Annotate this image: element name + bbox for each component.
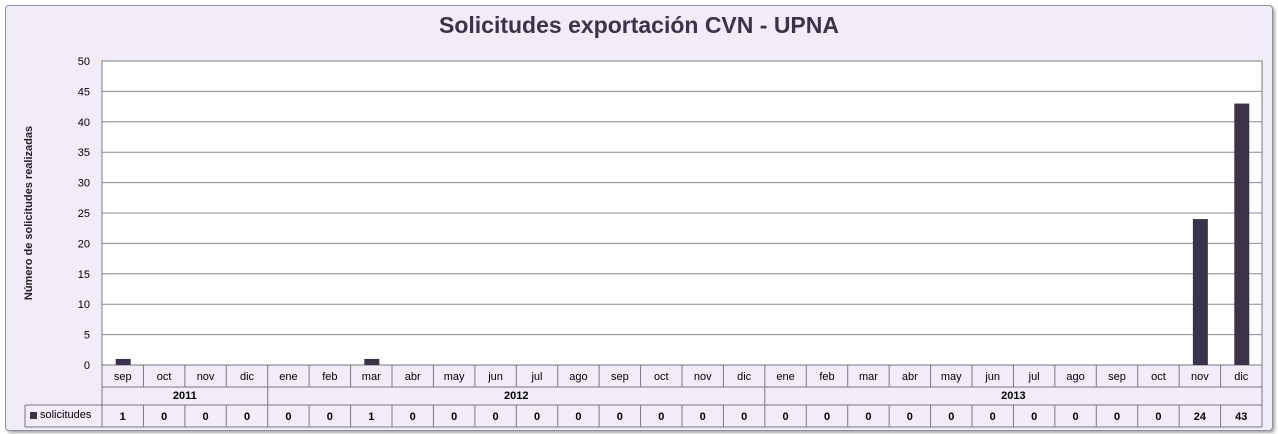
- data-table-value: 0: [865, 411, 871, 423]
- data-table-value: 0: [658, 411, 664, 423]
- data-table-value: 0: [824, 411, 830, 423]
- year-label: 2011: [173, 390, 197, 402]
- x-tick-label: sep: [1108, 371, 1126, 383]
- y-tick-label: 35: [78, 147, 90, 159]
- x-tick-label: dic: [240, 371, 255, 383]
- data-table-value: 0: [741, 411, 747, 423]
- y-tick-label: 20: [78, 238, 90, 250]
- x-tick-label: abr: [405, 371, 421, 383]
- data-table-value: 0: [907, 411, 913, 423]
- x-tick-label: ago: [1066, 371, 1084, 383]
- y-tick-label: 10: [78, 299, 90, 311]
- x-tick-label: may: [444, 371, 465, 383]
- data-table-value: 0: [948, 411, 954, 423]
- x-tick-label: nov: [197, 371, 215, 383]
- x-tick-label: oct: [1151, 371, 1166, 383]
- chart-title: Solicitudes exportación CVN - UPNA: [438, 12, 839, 38]
- x-tick-label: oct: [654, 371, 669, 383]
- y-tick-label: 15: [78, 269, 90, 281]
- x-tick-label: nov: [694, 371, 712, 383]
- data-table-value: 0: [285, 411, 291, 423]
- x-tick-label: ago: [569, 371, 587, 383]
- data-table-value: 0: [575, 411, 581, 423]
- x-tick-label: mar: [859, 371, 878, 383]
- data-table-value: 0: [534, 411, 540, 423]
- data-table-value: 0: [1073, 411, 1079, 423]
- x-tick-label: jul: [1028, 371, 1040, 383]
- bar: [1234, 103, 1250, 365]
- data-table-value: 1: [368, 411, 374, 423]
- x-tick-label: jun: [487, 371, 503, 383]
- data-table-value: 0: [493, 411, 499, 423]
- data-table-value: 0: [700, 411, 706, 423]
- data-table-value: 24: [1194, 411, 1207, 423]
- x-tick-label: dic: [1234, 371, 1249, 383]
- data-table-value: 1: [120, 411, 126, 423]
- data-table-value: 0: [990, 411, 996, 423]
- data-table-value: 0: [244, 411, 250, 423]
- x-tick-label: oct: [157, 371, 172, 383]
- bar: [115, 358, 131, 365]
- data-table-value: 0: [1031, 411, 1037, 423]
- y-tick-label: 40: [78, 117, 90, 129]
- year-label: 2012: [504, 390, 528, 402]
- data-table-value: 0: [617, 411, 623, 423]
- x-tick-label: sep: [611, 371, 629, 383]
- data-table-value: 0: [410, 411, 416, 423]
- y-tick-label: 30: [78, 178, 90, 190]
- x-tick-label: feb: [819, 371, 834, 383]
- data-table-value: 0: [783, 411, 789, 423]
- data-table-value: 0: [161, 411, 167, 423]
- y-tick-label: 45: [78, 86, 90, 98]
- data-table-value: 0: [451, 411, 457, 423]
- x-tick-label: jun: [984, 371, 1000, 383]
- bar: [364, 358, 380, 365]
- x-tick-label: dic: [737, 371, 752, 383]
- x-tick-label: sep: [114, 371, 132, 383]
- x-tick-label: jul: [530, 371, 542, 383]
- data-table-value: 0: [1155, 411, 1161, 423]
- legend-key-solicitudes: [30, 412, 37, 419]
- y-tick-label: 25: [78, 208, 90, 220]
- y-tick-label: 5: [84, 330, 90, 342]
- year-label: 2013: [1001, 390, 1025, 402]
- y-tick-label: 50: [78, 56, 90, 68]
- data-table-value: 0: [327, 411, 333, 423]
- data-table-value: 43: [1235, 411, 1247, 423]
- x-tick-label: nov: [1191, 371, 1209, 383]
- x-tick-label: ene: [279, 371, 297, 383]
- data-table-value: 0: [203, 411, 209, 423]
- x-tick-label: feb: [322, 371, 337, 383]
- data-table-value: 0: [1114, 411, 1120, 423]
- legend-label-solicitudes: solicitudes: [40, 409, 92, 421]
- x-tick-label: ene: [776, 371, 794, 383]
- bar: [1192, 219, 1208, 365]
- y-tick-label: 0: [84, 360, 90, 372]
- x-tick-label: abr: [902, 371, 918, 383]
- x-tick-label: mar: [362, 371, 381, 383]
- x-tick-label: may: [941, 371, 962, 383]
